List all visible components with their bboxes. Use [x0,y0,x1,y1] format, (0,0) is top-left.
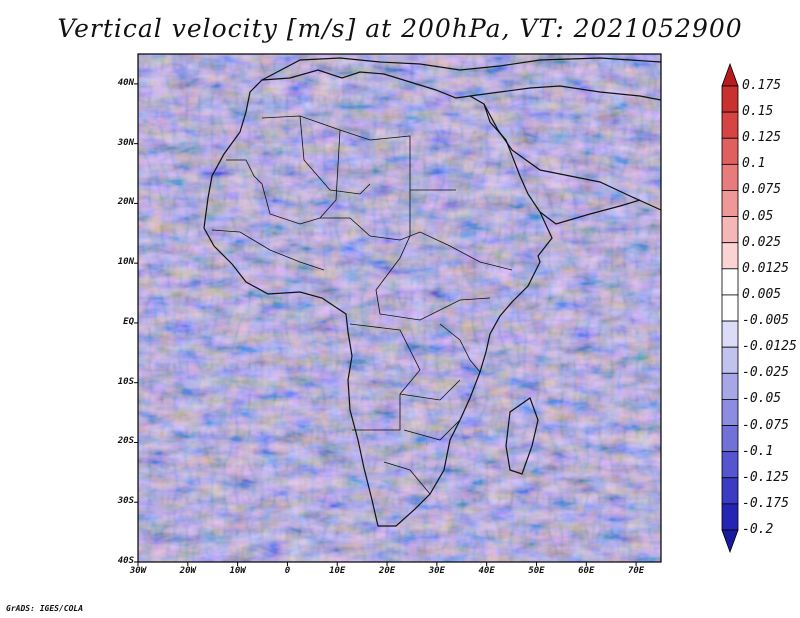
lon-tick-label: 60E [578,566,595,576]
colorbar-value-label: 0.15 [742,104,774,120]
lon-tick-label: 20E [378,566,396,576]
colorbar-swatch [721,372,739,400]
lat-tick-label: 20S [117,436,134,447]
colorbar-value-label: -0.2 [742,522,774,537]
colorbar-swatch [721,477,739,505]
colorbar-swatch [721,111,739,139]
axis-ticks [134,83,637,566]
colorbar-swatch [721,451,739,479]
colorbar-swatch [721,242,739,270]
lon-tick-label: 50E [528,566,545,576]
colorbar-top-arrow [721,62,739,87]
lon-tick-label: 0 [284,566,291,576]
colorbar-value-label: -0.05 [742,391,782,407]
colorbar-value-label: -0.005 [742,313,789,329]
lon-tick-label: 10W [229,566,246,576]
colorbar-swatch [721,294,739,322]
lon-tick-label: 70E [627,566,645,576]
colorbar-value-label: 0.0125 [742,260,789,276]
colorbar-bottom-arrow [721,529,739,554]
lon-tick-label: 20W [179,566,196,576]
colorbar-swatch [721,268,739,296]
colorbar-swatch [721,163,739,191]
lat-tick-label: 40N [117,77,134,88]
plot-frame [137,53,662,563]
colorbar-swatch [721,190,739,217]
colorbar [721,62,739,554]
colorbar-value-label: 0.175 [742,78,782,93]
lat-tick-label: 10N [117,257,134,268]
colorbar-value-label: 0.075 [742,182,782,198]
colorbar-value-label: -0.175 [742,495,789,511]
colorbar-value-label: -0.1 [742,443,774,459]
velocity-field [138,54,661,562]
colorbar-swatch [721,85,739,113]
colorbar-value-label: 0.005 [742,286,782,302]
colorbar-swatch [721,137,739,165]
colorbar-value-label: -0.025 [742,365,789,381]
colorbar-swatch [721,425,739,453]
colorbar-swatch [721,503,739,531]
lon-tick-label: 30E [428,566,445,576]
colorbar-value-label: 0.025 [742,234,782,250]
colorbar-value-label: -0.075 [742,417,789,433]
colorbar-value-label: 0.05 [742,208,774,224]
lat-tick-label: 10S [117,376,134,387]
lat-tick-label: 30N [117,137,134,148]
colorbar-swatch [721,346,739,374]
lat-tick-label: 40S [117,556,134,566]
lat-tick-label: EQ [123,316,134,327]
lat-tick-label: 20N [117,197,134,208]
colorbar-swatch [721,320,739,348]
colorbar-swatch [721,216,739,244]
footer-credit: GrADS: IGES/COLA [6,604,84,613]
chart-title: Vertical velocity [m/s] at 200hPa, VT: 2… [57,14,743,43]
lon-tick-label: 10E [329,566,346,576]
colorbar-value-label: -0.0125 [742,339,797,355]
lat-tick-label: 30S [117,496,134,507]
country-borders [211,115,513,495]
lon-tick-label: 30W [129,566,147,576]
colorbar-value-label: 0.125 [742,130,782,146]
colorbar-value-label: 0.1 [742,156,766,172]
colorbar-value-label: -0.125 [742,469,789,485]
lon-tick-label: 40E [478,566,495,576]
colorbar-swatch [721,399,739,426]
